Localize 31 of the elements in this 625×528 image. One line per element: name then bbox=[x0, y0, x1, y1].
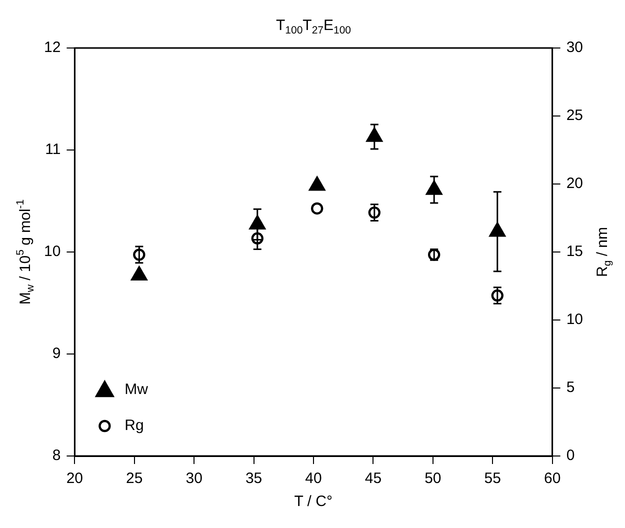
y-tick-label: 12 bbox=[44, 39, 61, 56]
point bbox=[310, 202, 324, 215]
x-axis-title: T / C° bbox=[294, 493, 332, 510]
y2-tick-label: 30 bbox=[566, 39, 584, 56]
x-tick-label: 25 bbox=[126, 470, 143, 488]
y2-tick-label: 15 bbox=[566, 243, 584, 260]
x-tick-label: 50 bbox=[424, 470, 442, 488]
x-tick-label: 55 bbox=[484, 470, 501, 488]
x-tick-label: 60 bbox=[544, 470, 561, 488]
x-tick-label: 20 bbox=[66, 470, 84, 488]
y2-tick-label: 0 bbox=[566, 447, 575, 464]
legend-label: Rg bbox=[124, 417, 144, 434]
y-tick-label: 11 bbox=[45, 141, 61, 158]
y2-tick-label: 20 bbox=[566, 175, 584, 192]
y2-tick-label: 5 bbox=[566, 379, 575, 396]
x-tick-label: 35 bbox=[245, 470, 262, 488]
point bbox=[309, 176, 326, 191]
y-tick-label: 9 bbox=[52, 345, 61, 362]
legend-label: Mw bbox=[124, 381, 148, 398]
y-tick-label: 8 bbox=[52, 447, 61, 464]
point bbox=[366, 128, 382, 142]
x-tick-label: 30 bbox=[186, 470, 202, 488]
y2-tick-label: 25 bbox=[566, 107, 584, 124]
y2-axis-title: Rg / nm bbox=[594, 226, 614, 278]
y-axis-title: Mw / 105 g mol-1 bbox=[14, 199, 36, 305]
point bbox=[426, 180, 442, 195]
x-tick-label: 40 bbox=[305, 470, 322, 488]
point bbox=[131, 266, 148, 281]
y-tick-label: 10 bbox=[44, 243, 61, 260]
y2-tick-label: 10 bbox=[566, 311, 584, 328]
x-tick-label: 45 bbox=[364, 470, 382, 488]
